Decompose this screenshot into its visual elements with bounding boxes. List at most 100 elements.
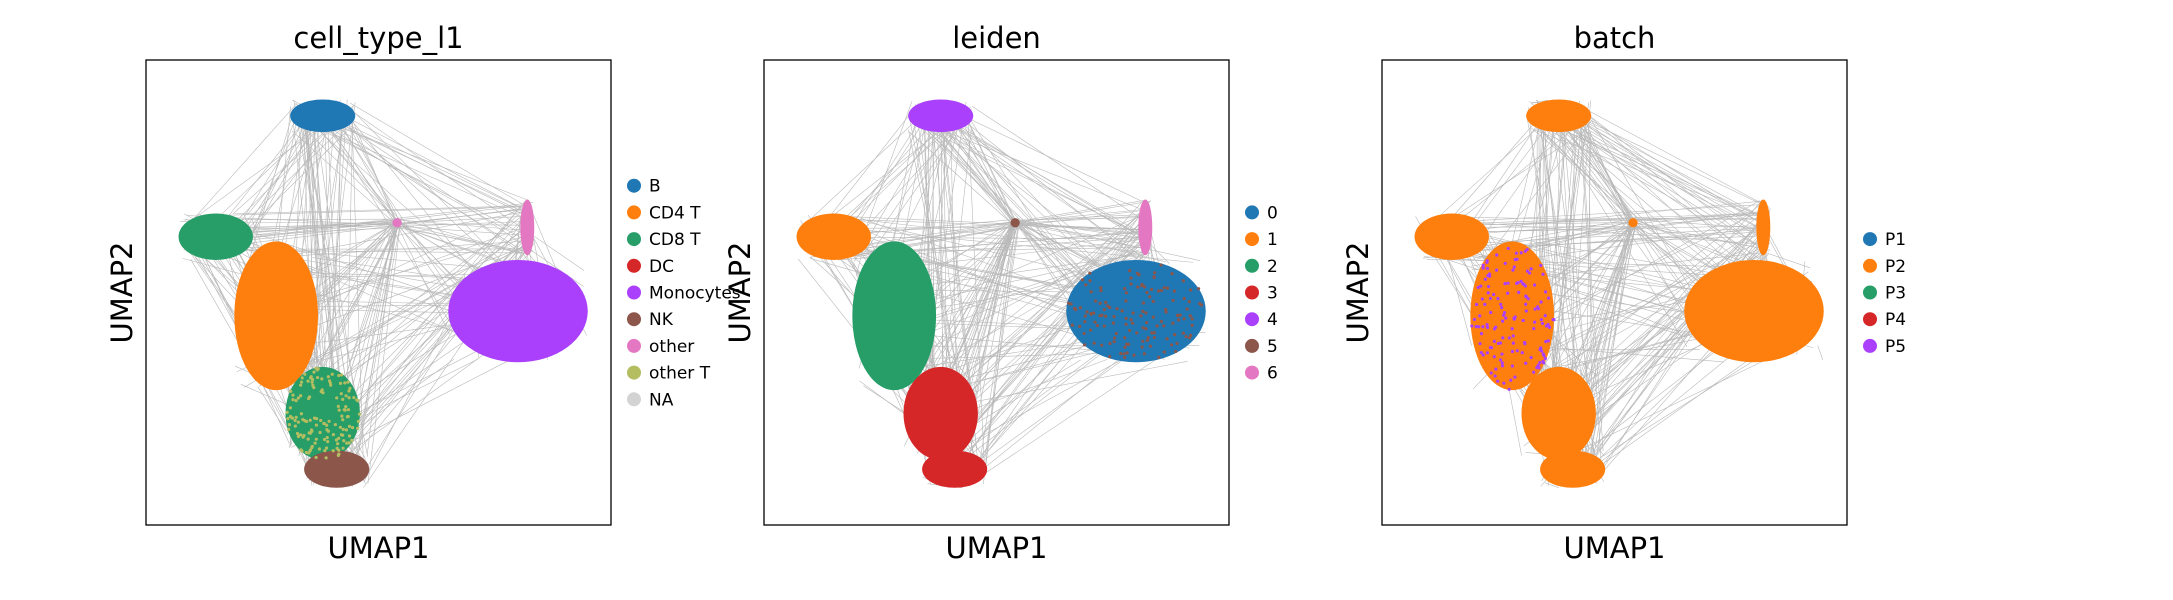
panel-title: leiden [952,21,1041,55]
cell-point [1481,325,1485,329]
cell-point [1190,317,1194,321]
cell-point [337,448,341,452]
cell-point [1129,318,1133,322]
cell-point [1492,355,1496,359]
cell-point [308,418,312,422]
cell-point [1520,351,1524,355]
cell-point [1124,299,1128,303]
cell-point [341,397,345,401]
cell-point [1543,356,1547,361]
cell-point [1196,287,1201,291]
edge [933,126,1149,213]
cell-point [288,406,292,410]
cluster-left [796,213,871,260]
cell-point [314,437,318,441]
edge [1523,130,1564,264]
edge [954,118,1015,227]
x-axis-label: UMAP1 [945,531,1047,565]
cell-point [345,441,349,445]
edge [944,122,1127,294]
cell-point [1506,246,1510,251]
cluster-low [903,366,978,460]
cell-point [301,418,305,422]
cell-point [1144,327,1148,331]
legend-marker [627,285,641,300]
cell-point [1145,338,1150,343]
legend-label: Monocytes [649,284,741,304]
legend-marker [627,178,641,193]
cell-point [1503,282,1507,286]
cell-point [1506,281,1510,285]
cell-point [1095,323,1100,328]
cluster-top [290,99,356,133]
cell-point [1521,318,1525,323]
cell-point [1092,311,1096,315]
cell-point [1176,318,1181,322]
edge [358,226,400,452]
cluster-bot [1540,450,1606,488]
legend: P1 P2 P3 P4 P5 [1863,230,1906,357]
cell-point [1089,312,1093,316]
cell-point [310,377,315,382]
cell-point [1112,339,1116,344]
cell-point [345,415,350,419]
cell-point [337,436,341,440]
cell-point [1123,345,1127,349]
cell-point [315,375,320,380]
cell-point [299,380,304,384]
cluster-mid [234,241,319,391]
cell-point [1522,282,1526,287]
cell-point [1546,339,1550,343]
cell-point [1488,296,1493,301]
cell-point [1164,307,1168,312]
cell-point [1485,259,1489,263]
cell-point [1498,341,1503,345]
cell-point [1131,321,1135,325]
edge [1817,345,1824,360]
cell-point [319,389,323,394]
cell-point [1099,286,1103,290]
cell-point [1082,343,1087,347]
cell-point [1541,272,1545,276]
umap-panel-1: cell_type_l1 UMAP1 UMAP2 B CD4 T CD8 T DC Monoc… [105,21,741,565]
cell-point [307,396,311,401]
cell-point [1152,335,1157,340]
edge [1536,99,1688,347]
cell-point [1083,319,1087,324]
edge [1570,100,1760,203]
cell-point [346,408,351,412]
edge [1486,120,1592,259]
edge [1558,123,1742,263]
y-axis-label: UMAP2 [1341,241,1375,343]
cell-point [1111,321,1116,325]
cell-point [1524,302,1528,306]
cell-point [1098,314,1102,318]
cell-point [1085,310,1089,314]
legend-marker [1863,285,1877,300]
edge [335,125,522,254]
cell-point [306,437,310,441]
legend-marker [1863,258,1877,273]
cell-point [324,456,328,460]
legend-marker [1863,232,1877,247]
cell-point [337,452,341,456]
legend-marker [627,205,641,220]
cell-point [1162,324,1166,328]
cell-point [299,412,304,416]
edge [896,251,1147,308]
cell-point [1155,324,1159,328]
cell-point [356,419,361,424]
cell-point [1519,279,1523,283]
edge [943,104,1142,263]
cell-point [1529,355,1533,360]
edge [1576,104,1756,263]
edge [1556,104,1769,242]
legend-marker [1245,232,1259,247]
legend-label: P5 [1885,337,1906,357]
cell-point [1501,319,1505,323]
edge [1553,200,1760,320]
edge [863,125,954,254]
cell-point [1148,295,1152,299]
legend-marker [627,338,641,353]
